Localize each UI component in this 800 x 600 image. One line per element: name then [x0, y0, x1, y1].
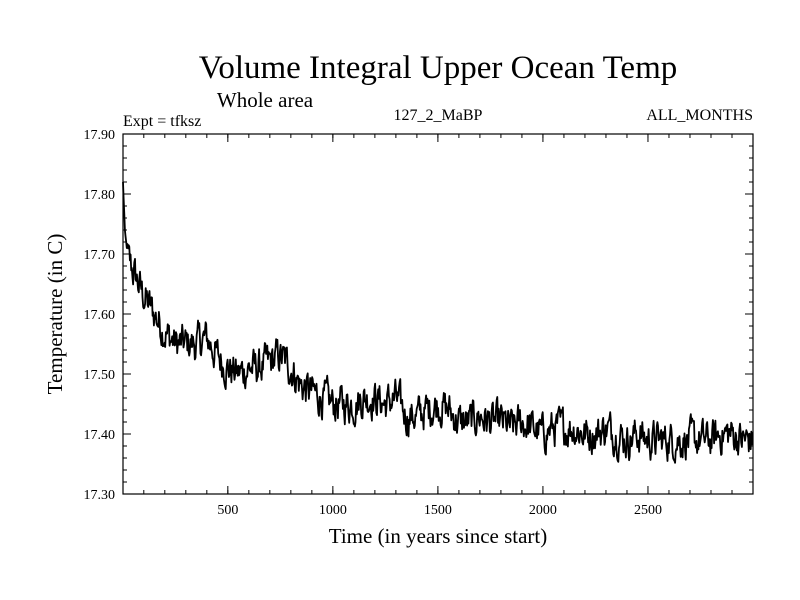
y-tick-label: 17.60 — [84, 308, 116, 323]
y-axis-label: Temperature (in C) — [43, 234, 67, 395]
x-tick-label: 2500 — [634, 503, 662, 518]
y-tick-label: 17.40 — [84, 428, 116, 443]
x-axis-label: Time (in years since start) — [329, 524, 548, 548]
y-tick-label: 17.50 — [84, 368, 116, 383]
x-tick-label: 2000 — [529, 503, 557, 518]
y-tick-label: 17.90 — [84, 128, 116, 143]
months-label: ALL_MONTHS — [646, 107, 753, 124]
y-tick-label: 17.80 — [84, 188, 116, 203]
axis-tick-labels: 17.30 17.40 17.50 17.60 17.70 17.80 17.90 500 10… — [84, 128, 662, 518]
run-label: 127_2_MaBP — [394, 107, 483, 124]
y-tick-label: 17.70 — [84, 248, 116, 263]
temperature-series-line — [122, 181, 754, 464]
x-tick-label: 500 — [217, 503, 238, 518]
y-tick-label: 17.30 — [84, 488, 116, 503]
x-tick-label: 1000 — [319, 503, 347, 518]
chart-title: Volume Integral Upper Ocean Temp — [199, 50, 677, 86]
experiment-label: Expt = tfksz — [123, 113, 201, 130]
plot-frame — [122, 133, 754, 495]
chart-subtitle: Whole area — [217, 88, 314, 112]
x-tick-label: 1500 — [424, 503, 452, 518]
